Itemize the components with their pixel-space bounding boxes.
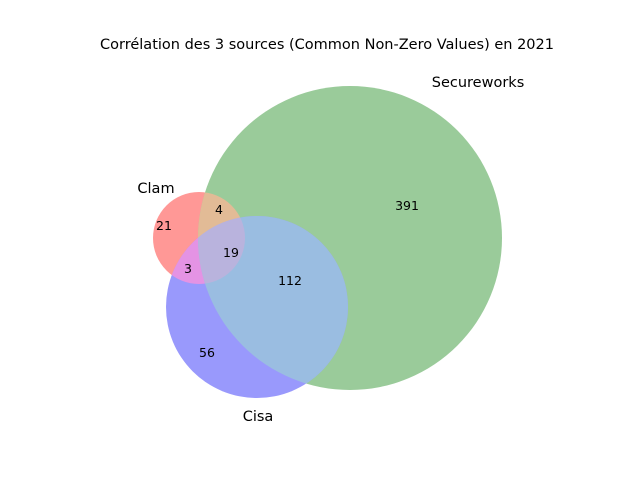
region-count-clam-cisa: 3 <box>184 261 192 276</box>
all-three-region <box>198 216 245 284</box>
region-count-clam-secureworks: 4 <box>215 202 223 217</box>
region-count-all-three: 19 <box>223 245 239 260</box>
region-count-secureworks-only: 391 <box>395 198 419 213</box>
region-count-clam-only: 21 <box>156 218 172 233</box>
chart-title: Corrélation des 3 sources (Common Non-Ze… <box>100 37 554 53</box>
set-label-secureworks: Secureworks <box>432 75 525 91</box>
set-label-cisa: Cisa <box>243 409 274 425</box>
set-label-clam: Clam <box>137 181 174 197</box>
region-count-cisa-only: 56 <box>199 345 215 360</box>
region-count-secureworks-cisa: 112 <box>278 273 302 288</box>
